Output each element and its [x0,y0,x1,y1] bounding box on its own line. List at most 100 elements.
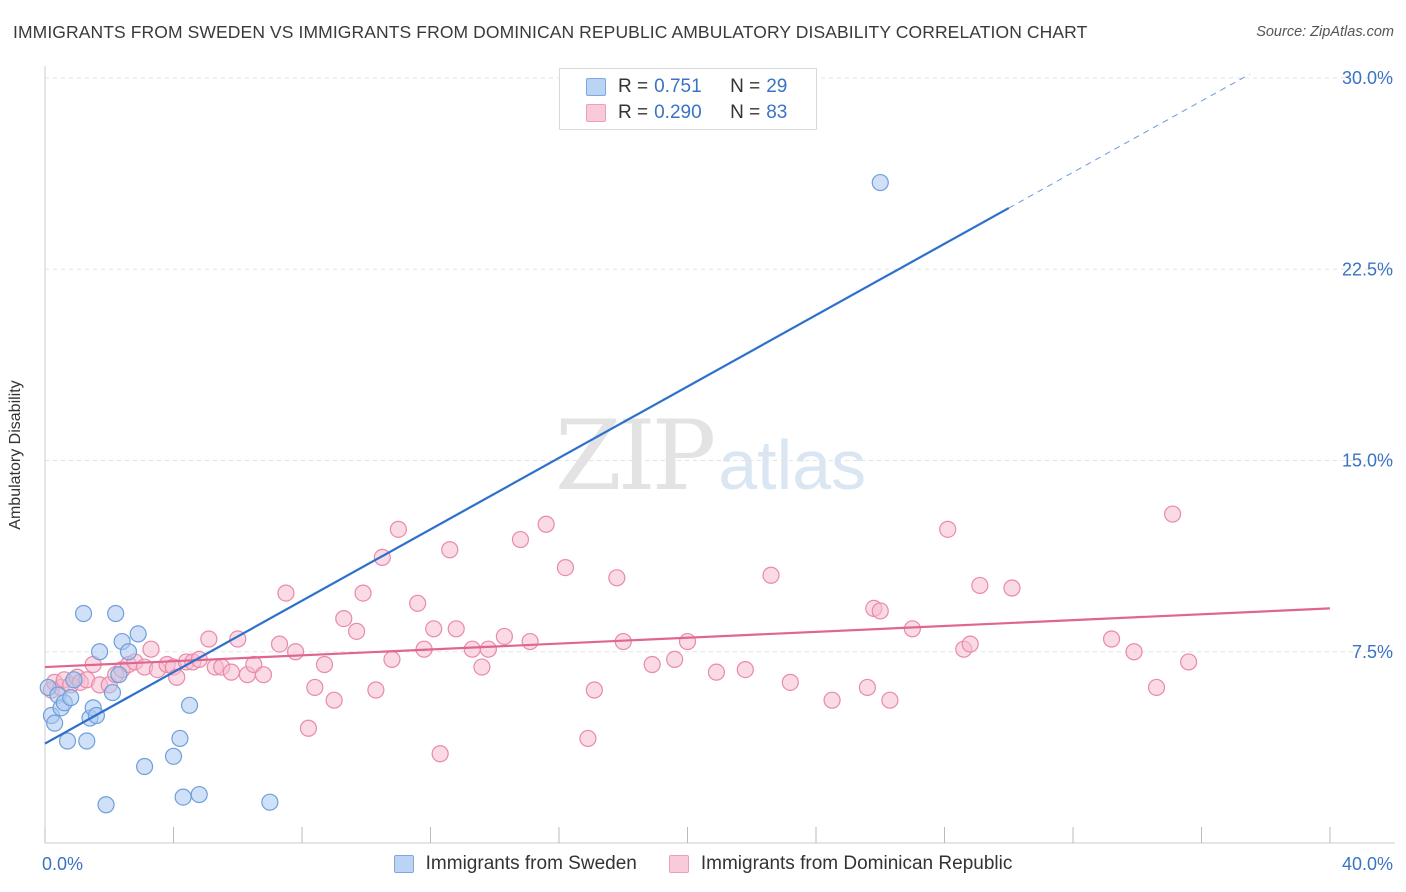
sweden-point [119,643,138,661]
n-value: 29 [766,76,788,97]
dr-point [389,520,407,538]
dr-point [521,632,539,651]
sweden-point [46,714,64,732]
dr-point [425,620,443,638]
dr-point [200,630,218,648]
dr-point [537,515,555,533]
sweden-point [78,732,96,750]
legend-label-dr: Immigrants from Dominican Republic [700,853,1013,874]
sweden-point [62,689,80,707]
sweden-point [110,666,128,684]
sweden-swatch [586,78,606,96]
dr-point [495,627,513,646]
sweden-point [65,671,83,689]
y-tick-label: 15.0% [1342,451,1393,471]
dr-point [1163,505,1182,523]
dr-point [871,602,889,620]
dr-point [299,719,318,737]
dr-point [286,643,305,661]
dr-point [666,650,684,669]
dr-point [858,678,877,697]
dr-point [383,650,401,669]
legend-item-dr: Immigrants from Dominican Republic [668,853,1013,875]
dr-point [473,658,491,676]
n-value: 83 [766,102,788,123]
dr-point [971,576,989,595]
sweden-point [107,604,125,623]
sweden-point [174,788,192,806]
sweden-point [164,747,183,765]
sweden-point [171,729,189,748]
dr-swatch [668,855,689,873]
dr-point [511,530,530,549]
r-label: R = [618,102,649,123]
r-value: 0.290 [654,102,702,123]
sweden-point [74,604,93,623]
sweden-point [180,696,199,714]
sweden-swatch [393,855,414,873]
legend-label-sweden: Immigrants from Sweden [425,853,637,874]
dr-point [1125,643,1143,661]
dr-point [277,584,295,602]
n-label: N = [730,102,761,123]
sweden-point [871,173,889,192]
dr-trend-line [44,607,1331,669]
dr-point [881,691,899,709]
sweden-point [97,796,115,814]
dr-swatch [586,104,606,122]
dr-point [335,609,353,628]
r-label: R = [618,76,649,97]
sweden-trend-extension [1008,73,1250,209]
dr-point [348,622,366,640]
dr-point [325,691,343,709]
y-tick-label: 22.5% [1342,259,1393,279]
dr-point [939,520,957,538]
dr-point [1147,678,1166,697]
sweden-point [129,625,147,643]
dr-point [762,566,780,584]
dr-point [608,569,626,587]
dr-point [254,666,273,684]
dr-point [781,673,799,691]
dr-point [643,655,661,674]
sweden-point [103,683,122,702]
stats-legend-row-sweden: R = 0.751 N = 29 [586,74,787,100]
dr-point [1102,630,1121,648]
dr-point [367,681,385,699]
dr-point [585,681,603,699]
dr-point [579,729,597,748]
dr-point [736,660,754,679]
dr-point [479,640,497,658]
y-tick-label: 7.5% [1352,642,1393,662]
y-tick-label: 30.0% [1342,68,1393,88]
dr-point [678,632,697,651]
source-label: Source: ZipAtlas.com [1256,24,1394,40]
dr-point [447,620,465,638]
dr-point [823,691,841,709]
dr-point [270,635,289,653]
dr-point [142,640,160,658]
sweden-point [135,757,154,776]
sweden-point [58,732,77,750]
dr-point [707,663,726,681]
dr-point [961,635,979,653]
dr-point [441,541,459,559]
series-legend: Immigrants from Sweden Immigrants from D… [0,851,1406,877]
dr-point [1180,653,1198,671]
stats-legend: R = 0.751 N = 29 R = 0.290 N = 83 [559,68,817,130]
sweden-point [190,785,208,804]
dr-point [431,745,449,763]
dr-point [306,678,324,697]
sweden-point [261,793,279,811]
dr-point [354,584,372,602]
sweden-point [91,643,109,661]
r-value: 0.751 [654,76,702,97]
x-tick-label: 40.0% [1342,854,1393,874]
sweden-trend-line [44,207,1010,745]
stats-legend-row-dr: R = 0.290 N = 83 [586,100,787,126]
dr-point [168,668,186,686]
dr-point [556,558,575,577]
dr-point [1003,579,1021,597]
x-tick-label: 0.0% [42,854,83,874]
